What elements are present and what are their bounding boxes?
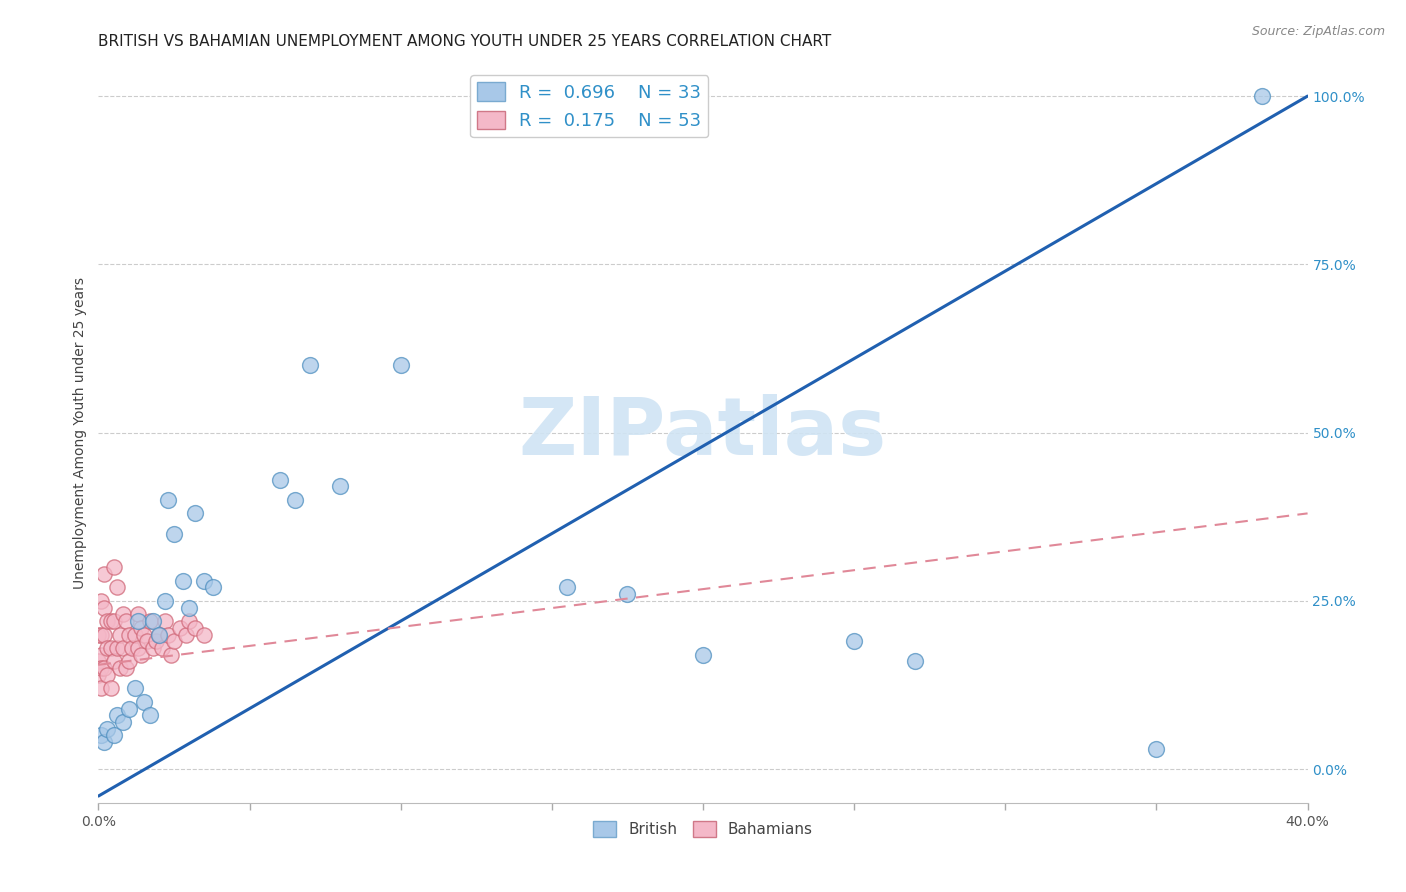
Point	[174, 627, 197, 641]
Point	[124, 681, 146, 696]
Point	[105, 581, 128, 595]
Point	[96, 640, 118, 655]
Point	[111, 640, 134, 655]
Point	[156, 492, 179, 507]
Point	[90, 661, 112, 675]
Point	[127, 640, 149, 655]
Point	[139, 614, 162, 628]
Point	[844, 634, 866, 648]
Point	[139, 708, 162, 723]
Point	[1144, 742, 1167, 756]
Point	[616, 587, 638, 601]
Point	[156, 627, 179, 641]
Point	[169, 621, 191, 635]
Text: ZIPatlas: ZIPatlas	[519, 393, 887, 472]
Point	[284, 492, 307, 507]
Point	[100, 681, 122, 696]
Point	[148, 627, 170, 641]
Point	[172, 574, 194, 588]
Point	[179, 600, 201, 615]
Point	[193, 574, 215, 588]
Point	[124, 627, 146, 641]
Point	[1251, 89, 1274, 103]
Point	[100, 640, 122, 655]
Point	[96, 668, 118, 682]
Point	[329, 479, 352, 493]
Point	[103, 655, 125, 669]
Point	[108, 627, 131, 641]
Point	[96, 722, 118, 736]
Point	[90, 648, 112, 662]
Point	[153, 614, 176, 628]
Point	[103, 729, 125, 743]
Point	[184, 621, 207, 635]
Point	[193, 627, 215, 641]
Point	[108, 661, 131, 675]
Point	[129, 648, 152, 662]
Point	[111, 714, 134, 729]
Point	[114, 661, 136, 675]
Point	[114, 614, 136, 628]
Point	[93, 627, 115, 641]
Point	[96, 614, 118, 628]
Point	[90, 594, 112, 608]
Point	[118, 627, 141, 641]
Point	[163, 634, 186, 648]
Point	[150, 640, 173, 655]
Point	[202, 581, 225, 595]
Point	[118, 701, 141, 715]
Point	[90, 627, 112, 641]
Point	[132, 695, 155, 709]
Point	[179, 614, 201, 628]
Point	[153, 594, 176, 608]
Point	[692, 648, 714, 662]
Point	[111, 607, 134, 622]
Point	[389, 359, 412, 373]
Point	[118, 655, 141, 669]
Point	[132, 627, 155, 641]
Point	[87, 668, 110, 682]
Point	[121, 640, 143, 655]
Point	[148, 627, 170, 641]
Point	[163, 526, 186, 541]
Point	[269, 473, 291, 487]
Point	[93, 566, 115, 581]
Point	[160, 648, 183, 662]
Point	[87, 655, 110, 669]
Point	[87, 627, 110, 641]
Point	[103, 614, 125, 628]
Point	[93, 735, 115, 749]
Point	[142, 640, 165, 655]
Point	[105, 708, 128, 723]
Point	[105, 640, 128, 655]
Point	[100, 614, 122, 628]
Point	[93, 600, 115, 615]
Point	[103, 560, 125, 574]
Point	[135, 634, 157, 648]
Point	[129, 621, 152, 635]
Point	[90, 729, 112, 743]
Text: BRITISH VS BAHAMIAN UNEMPLOYMENT AMONG YOUTH UNDER 25 YEARS CORRELATION CHART: BRITISH VS BAHAMIAN UNEMPLOYMENT AMONG Y…	[98, 34, 832, 49]
Text: Source: ZipAtlas.com: Source: ZipAtlas.com	[1251, 25, 1385, 38]
Point	[90, 681, 112, 696]
Point	[142, 614, 165, 628]
Point	[127, 607, 149, 622]
Y-axis label: Unemployment Among Youth under 25 years: Unemployment Among Youth under 25 years	[73, 277, 87, 589]
Point	[904, 655, 927, 669]
Point	[127, 614, 149, 628]
Legend: British, Bahamians: British, Bahamians	[588, 815, 818, 843]
Point	[555, 581, 578, 595]
Point	[145, 634, 167, 648]
Point	[184, 507, 207, 521]
Point	[299, 359, 322, 373]
Point	[93, 661, 115, 675]
